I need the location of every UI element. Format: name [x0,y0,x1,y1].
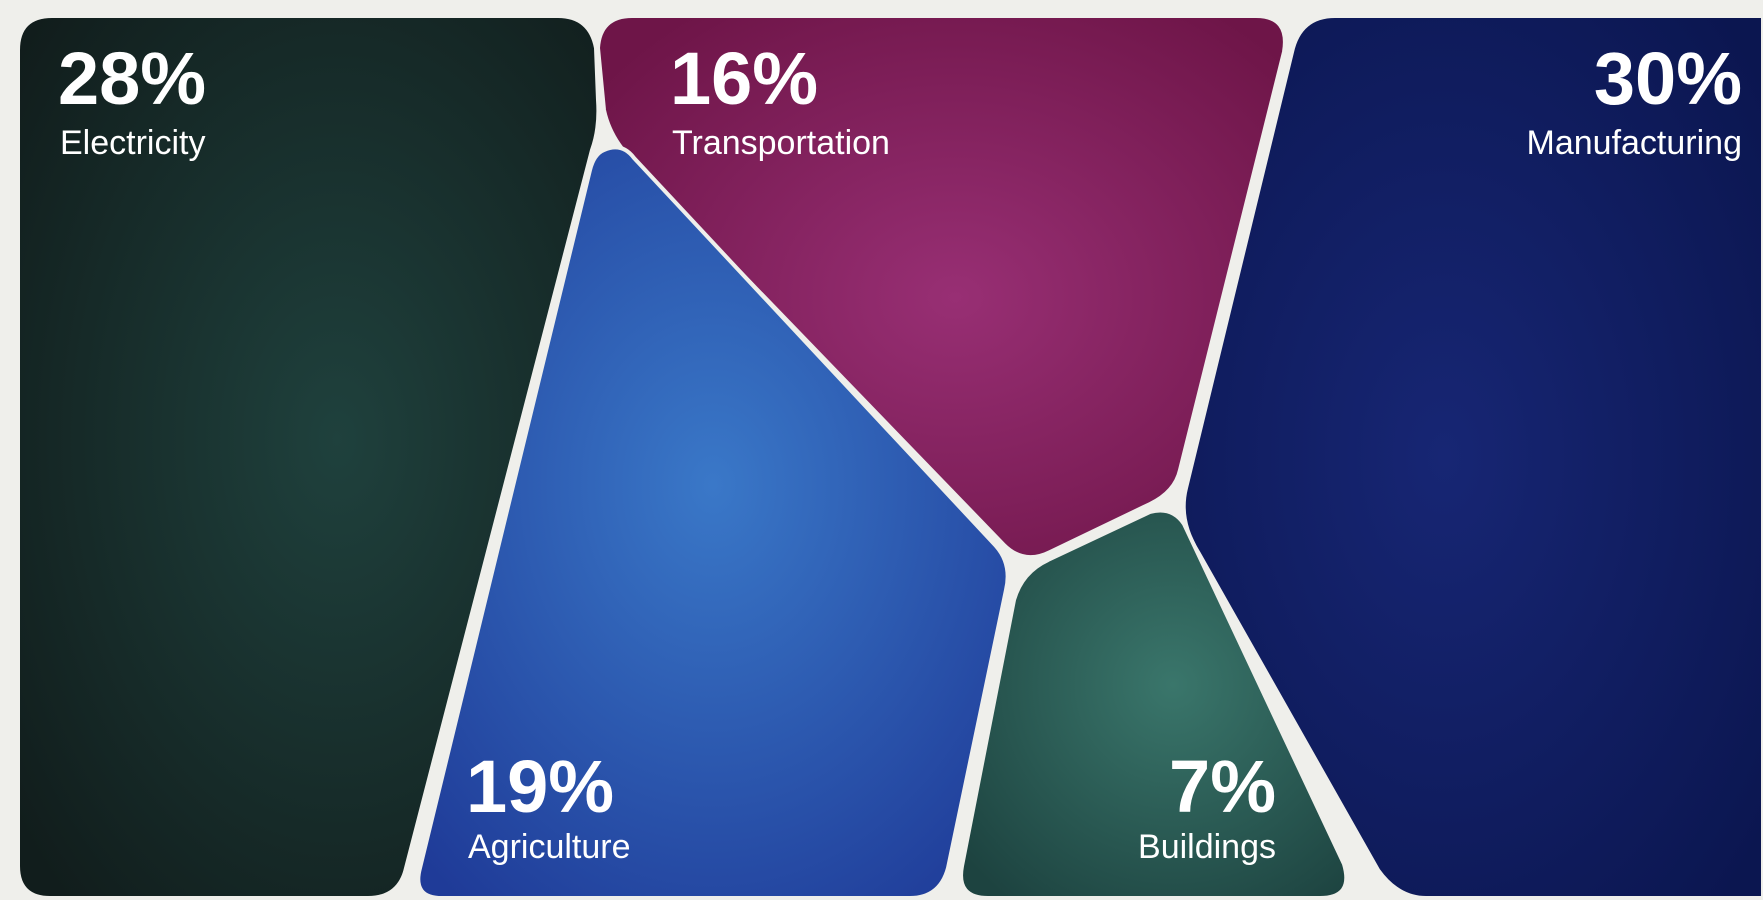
category-label-buildings: Buildings [1138,828,1276,866]
value-label-manufacturing: 30% [1594,37,1742,120]
value-label-electricity: 28% [58,37,206,120]
cell-electricity[interactable] [16,14,601,900]
category-label-electricity: Electricity [60,124,205,162]
value-label-buildings: 7% [1169,745,1276,828]
cell-agriculture[interactable] [416,145,1010,900]
cell-transportation[interactable] [596,14,1287,560]
category-label-transportation: Transportation [672,124,890,162]
value-label-transportation: 16% [670,37,818,120]
cell-buildings[interactable] [959,508,1349,900]
value-label-agriculture: 19% [466,745,614,828]
category-label-agriculture: Agriculture [468,828,631,866]
category-label-manufacturing: Manufacturing [1527,124,1742,162]
